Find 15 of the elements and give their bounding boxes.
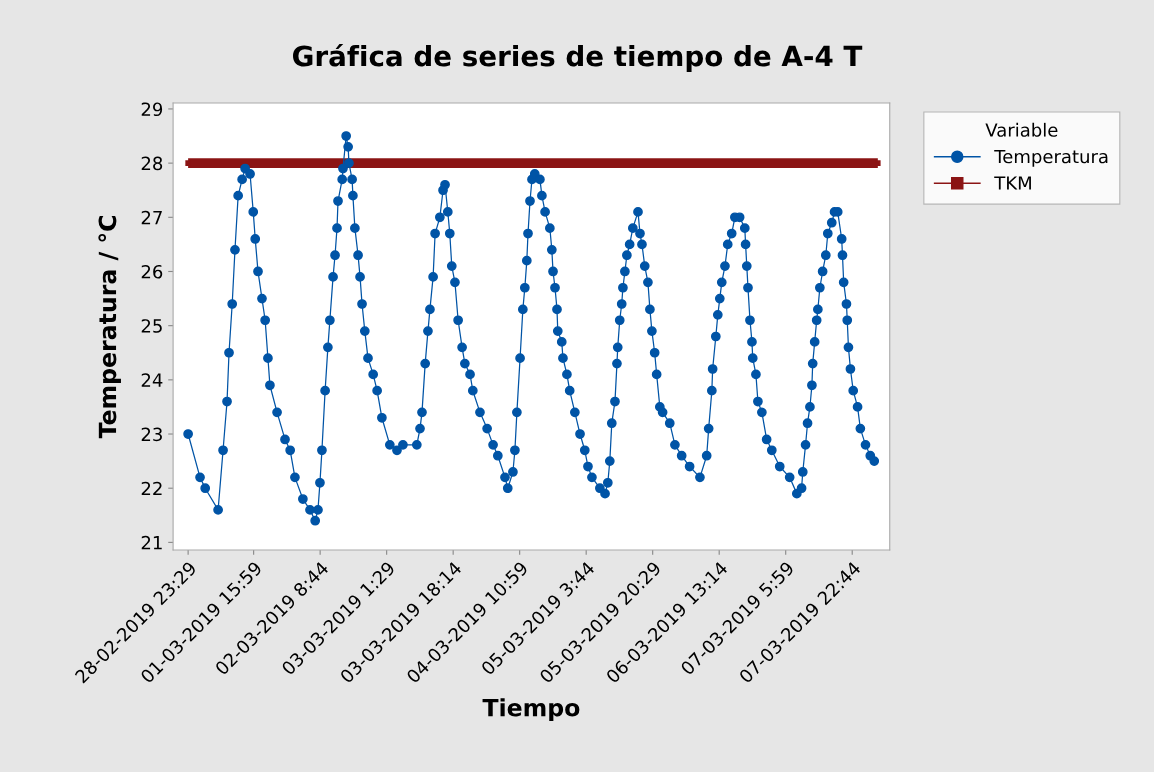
y-tick-label: 29: [141, 102, 163, 117]
legend-title: Variable: [985, 122, 1058, 137]
x-axis-title: Tiempo: [482, 698, 580, 722]
y-tick-label: 21: [141, 535, 162, 550]
chart-title: Gráfica de series de tiempo de A-4 T: [293, 43, 863, 72]
y-tick-label: 25: [141, 319, 162, 333]
legend-label: Temperatura: [994, 149, 1108, 167]
y-tick-label: 22: [141, 481, 162, 496]
y-tick-label: 23: [141, 427, 162, 442]
y-tick-label: 27: [141, 210, 162, 225]
y-tick-label: 24: [141, 373, 163, 387]
y-axis-title: Temperatura / °C: [98, 216, 121, 439]
legend-label: TKM: [994, 176, 1031, 190]
y-tick-label: 28: [141, 156, 163, 171]
y-tick-label: 26: [141, 264, 163, 279]
